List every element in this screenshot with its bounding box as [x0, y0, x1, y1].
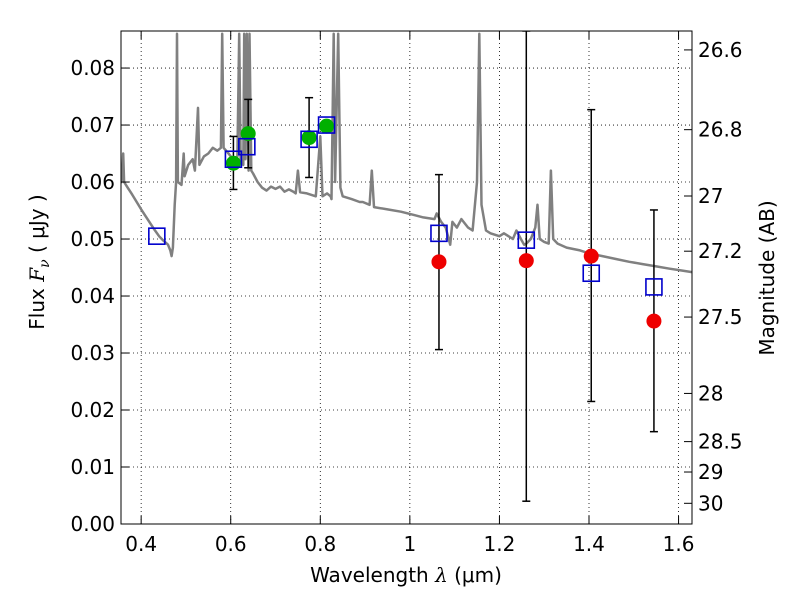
magnitude-tick-label: 27	[698, 184, 723, 208]
tick-labels: 0.4 0.6 0.8 1 1.2 1.4 1.6 0.00 0.01 0.02 0.03 0.04 0…	[70, 38, 742, 556]
model-photometry-square	[582, 264, 601, 283]
plot-area	[121, 31, 692, 502]
y-tick-label: 0.00	[70, 512, 115, 536]
magnitude-tick-label: 26.6	[698, 38, 743, 62]
y-axis-label: Flux Fν ( μJy )	[25, 194, 53, 329]
y-tick-label: 0.07	[70, 113, 115, 137]
magnitude-tick-label: 27.2	[698, 239, 743, 263]
y-tick-label: 0.08	[70, 56, 115, 80]
x-tick-label: 0.4	[125, 532, 157, 556]
x-tick-label: 0.8	[304, 532, 336, 556]
model-photometry-square	[317, 116, 336, 134]
axis-ticks	[121, 31, 692, 525]
magnitude-tick-label: 28	[698, 381, 723, 405]
observed-point	[518, 253, 534, 269]
y-tick-label: 0.03	[70, 341, 115, 365]
model-photometry-square	[430, 224, 448, 243]
plot-frame	[120, 30, 693, 525]
model-photometry-square	[148, 227, 166, 245]
y-tick-label: 0.05	[70, 227, 115, 251]
x-tick-label: 1.4	[573, 532, 605, 556]
magnitude-tick-label: 28.5	[698, 430, 743, 454]
x-tick-label: 0.6	[215, 532, 247, 556]
magnitude-tick-label: 30	[698, 491, 723, 515]
model-photometry-square	[300, 130, 318, 149]
magnitude-tick-label: 29	[698, 460, 723, 484]
model-photometry-square	[645, 278, 663, 296]
y-tick-label: 0.06	[70, 170, 115, 194]
observed-point	[583, 248, 599, 264]
x-tick-label: 1.6	[663, 532, 695, 556]
magnitude-tick-label: 27.5	[698, 305, 743, 329]
y-tick-label: 0.04	[70, 284, 115, 308]
observed-point	[225, 155, 241, 171]
y2-axis-label: Magnitude (AB)	[755, 200, 779, 355]
model-photometry-square	[238, 137, 256, 156]
y-tick-label: 0.02	[70, 398, 115, 422]
x-tick-label: 1.2	[484, 532, 516, 556]
magnitude-tick-label: 26.8	[698, 118, 743, 142]
y-tick-label: 0.01	[70, 455, 115, 479]
x-axis-label: Wavelength λ (μm)	[310, 563, 502, 587]
observed-point	[301, 130, 317, 146]
model-photometry-square	[517, 231, 536, 249]
observed-point	[319, 118, 335, 134]
observed-point	[431, 254, 447, 270]
observed-point	[240, 126, 256, 142]
x-tick-label: 1	[403, 532, 416, 556]
observed-point	[646, 313, 662, 329]
model-photometry-square	[224, 150, 243, 169]
sed-model-line	[121, 32, 692, 274]
